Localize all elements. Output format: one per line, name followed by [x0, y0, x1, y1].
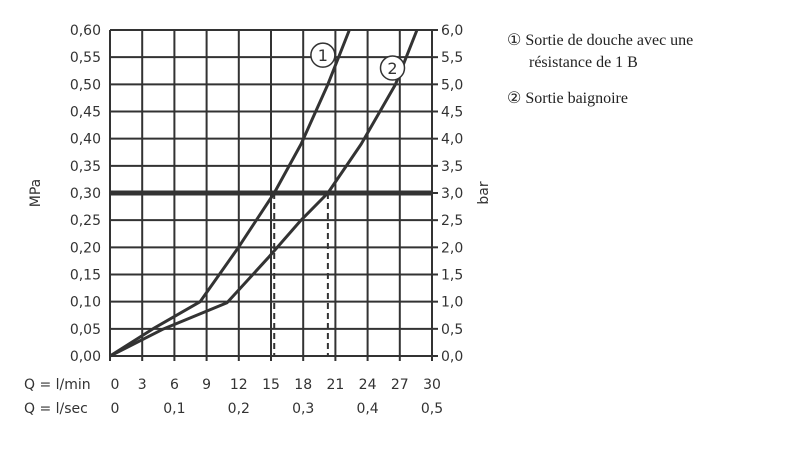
y-tick-label-left: 0,55: [70, 50, 101, 66]
y-tick-label-right: 1,5: [441, 268, 463, 284]
y-tick-label-right: 4,0: [441, 132, 463, 148]
y-tick-label-right: 0,0: [441, 349, 463, 365]
x-tick-label-lmin: 21: [326, 377, 344, 393]
y-axis-label-right: bar: [476, 181, 492, 204]
y-tick-label-left: 0,45: [70, 105, 101, 121]
x-tick-label-lmin: 6: [170, 377, 179, 393]
y-tick-label-left: 0,20: [70, 240, 101, 256]
y-tick-label-right: 2,0: [441, 240, 463, 256]
series-label: 2: [387, 59, 397, 78]
x-tick-label-lmin: 27: [391, 377, 409, 393]
y-tick-label-right: 2,5: [441, 213, 463, 229]
series-label-circle: [310, 42, 336, 68]
y-tick-label-left: 0,50: [70, 77, 101, 93]
x-row2-label: Q = l/sec: [24, 401, 88, 417]
y-tick-label-right: 4,5: [441, 105, 463, 121]
x-tick-label-lsec: 0,1: [163, 401, 185, 417]
legend-text: résistance de 1 B: [529, 54, 638, 71]
y-tick-label-right: 5,5: [441, 50, 463, 66]
series-label: 1: [318, 46, 328, 65]
legend-item-2: ② Sortie baignoire: [507, 88, 628, 110]
y-tick-label-left: 0,30: [70, 186, 101, 202]
y-tick-label-left: 0,60: [70, 23, 101, 39]
x-tick-label-lmin: 12: [230, 377, 248, 393]
x-tick-label-lmin: 18: [294, 377, 312, 393]
y-tick-label-left: 0,15: [70, 268, 101, 284]
x-tick-label-lmin: 9: [202, 377, 211, 393]
legend-item-1: ① Sortie de douche avec une résistance de…: [507, 30, 693, 74]
y-tick-label-right: 3,0: [441, 186, 463, 202]
series-label-circle: [379, 55, 406, 81]
x-tick-label-lsec: 0,4: [356, 401, 378, 417]
x-tick-label-lsec: 0,5: [421, 401, 443, 417]
y-tick-label-left: 0,00: [70, 349, 101, 365]
y-tick-label-right: 5,0: [441, 77, 463, 93]
y-tick-label-left: 0,05: [70, 322, 101, 338]
x-tick-label-lmin: 3: [138, 377, 147, 393]
y-tick-label-left: 0,10: [70, 295, 101, 311]
x-tick-label-lsec: 0,3: [292, 401, 314, 417]
series-2-line: [109, 29, 419, 358]
x-row1-label: Q = l/min: [24, 377, 91, 393]
y-tick-label-left: 0,40: [70, 132, 101, 148]
y-tick-label-left: 0,35: [70, 159, 101, 175]
y-tick-label-right: 3,5: [441, 159, 463, 175]
y-tick-label-left: 0,25: [70, 213, 101, 229]
legend-marker: ②: [507, 90, 522, 107]
legend-text: Sortie baignoire: [525, 90, 628, 107]
legend-text: Sortie de douche avec une: [525, 32, 694, 49]
y-tick-label-right: 1,0: [441, 295, 463, 311]
x-tick-label-lsec: 0,2: [228, 401, 250, 417]
series-1-line: [109, 29, 351, 358]
y-tick-label-right: 0,5: [441, 322, 463, 338]
legend-marker: ①: [507, 32, 522, 49]
y-tick-label-right: 6,0: [441, 23, 463, 39]
x-tick-label-lmin: 30: [423, 377, 441, 393]
x-tick-label-lmin: 15: [262, 377, 280, 393]
x-tick-label-lmin: 24: [359, 377, 377, 393]
x-tick-label-lsec: 0: [111, 401, 120, 417]
y-axis-label-left: MPa: [28, 179, 44, 207]
x-tick-label-lmin: 0: [111, 377, 120, 393]
